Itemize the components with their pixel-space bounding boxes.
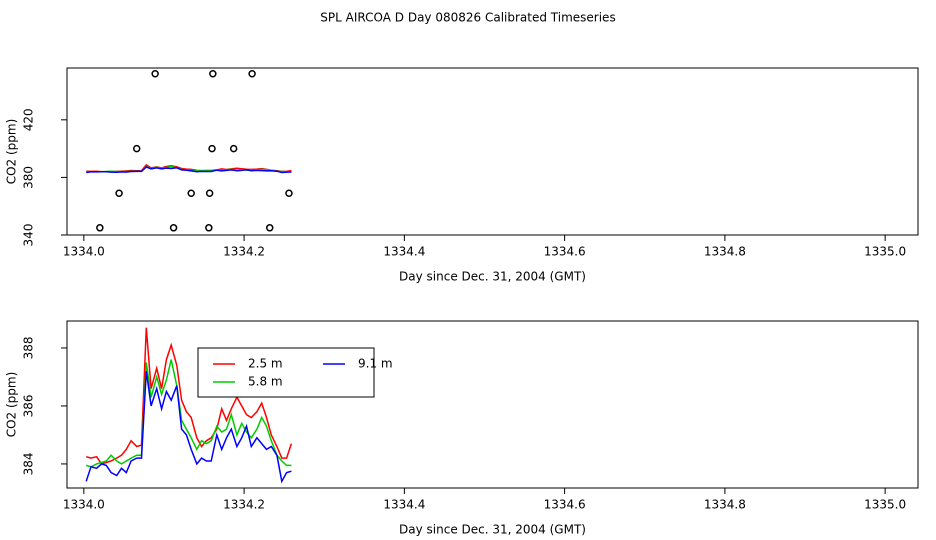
reference-point bbox=[209, 70, 217, 78]
x-tick-label: 1334.2 bbox=[223, 498, 265, 512]
y-tick-label: 384 bbox=[22, 452, 36, 475]
x-axis-label: Day since Dec. 31, 2004 (GMT) bbox=[399, 270, 586, 284]
series-line bbox=[85, 359, 292, 468]
reference-point bbox=[151, 70, 159, 78]
x-tick-label: 1334.6 bbox=[544, 498, 586, 512]
x-tick-label: 1334.4 bbox=[383, 245, 425, 259]
reference-point bbox=[285, 189, 293, 197]
series-line bbox=[85, 327, 293, 465]
x-axis-label: Day since Dec. 31, 2004 (GMT) bbox=[399, 523, 586, 537]
y-tick-label: 380 bbox=[22, 166, 36, 189]
series-line bbox=[85, 371, 292, 484]
reference-point bbox=[205, 189, 214, 197]
plot-frame bbox=[66, 320, 919, 489]
reference-point bbox=[248, 70, 256, 78]
x-tick-label: 1334.0 bbox=[63, 245, 105, 259]
reference-point bbox=[132, 144, 141, 153]
legend-label: 2.5 m bbox=[248, 357, 283, 371]
reference-point bbox=[265, 224, 274, 232]
legend-box bbox=[197, 347, 375, 398]
plot-frame bbox=[66, 67, 919, 236]
y-tick-label: 340 bbox=[22, 224, 36, 247]
reference-point bbox=[115, 189, 123, 197]
x-tick-label: 1334.6 bbox=[544, 245, 586, 259]
y-tick-label: 388 bbox=[22, 337, 36, 360]
legend-label: 5.8 m bbox=[248, 375, 283, 389]
series-line bbox=[86, 166, 292, 174]
y-tick-label: 420 bbox=[22, 108, 36, 131]
reference-point bbox=[208, 144, 216, 153]
y-axis-label: CO2 (ppm) bbox=[5, 119, 19, 185]
x-tick-label: 1335.0 bbox=[864, 498, 906, 512]
x-tick-label: 1334.0 bbox=[63, 498, 105, 512]
x-tick-label: 1335.0 bbox=[864, 245, 906, 259]
reference-point bbox=[169, 224, 178, 232]
figure-title: SPL AIRCOA D Day 080826 Calibrated Times… bbox=[320, 11, 615, 25]
reference-point bbox=[205, 224, 213, 232]
reference-point bbox=[96, 224, 104, 232]
y-axis-label: CO2 (ppm) bbox=[5, 372, 19, 438]
x-tick-label: 1334.2 bbox=[223, 245, 265, 259]
reference-point bbox=[187, 189, 195, 197]
legend-label: 9.1 m bbox=[358, 357, 393, 371]
x-tick-label: 1334.4 bbox=[383, 498, 425, 512]
y-tick-label: 386 bbox=[22, 394, 36, 417]
reference-point bbox=[229, 144, 238, 153]
x-tick-label: 1334.8 bbox=[704, 245, 746, 259]
x-tick-label: 1334.8 bbox=[704, 498, 746, 512]
